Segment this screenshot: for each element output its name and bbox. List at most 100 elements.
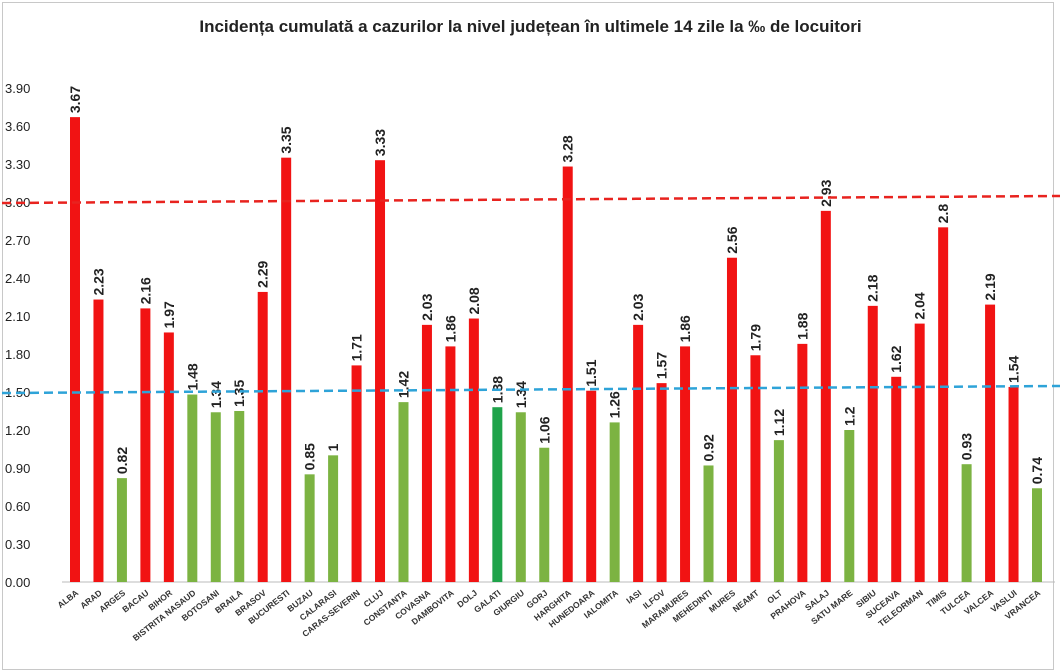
data-label: 2.04 <box>912 292 928 319</box>
data-label: 2.16 <box>137 277 153 304</box>
y-tick-label: 1.20 <box>5 423 30 438</box>
data-label: 1.35 <box>231 380 247 407</box>
reference-line-3 <box>1 194 1061 205</box>
data-label: 1.86 <box>442 315 458 342</box>
bar-bistrita-nasaud <box>187 394 198 582</box>
data-label: 1.2 <box>841 406 857 426</box>
data-label: 1.71 <box>349 334 365 361</box>
bar-timis <box>938 227 949 583</box>
bar-suceava <box>891 376 902 582</box>
data-label: 1.51 <box>583 359 599 386</box>
data-label: 3.67 <box>67 86 83 113</box>
data-label: 1 <box>325 443 341 451</box>
chart-title: Incidența cumulată a cazurilor la nivel … <box>199 17 862 36</box>
y-tick-label: 2.10 <box>5 309 30 324</box>
data-label: 3.28 <box>560 135 576 162</box>
x-tick-label: BACAU <box>120 588 150 615</box>
data-label: 1.97 <box>161 301 177 328</box>
data-label: 1.34 <box>208 381 224 408</box>
bar-neamt <box>750 355 761 582</box>
data-label: 2.08 <box>466 287 482 314</box>
bar-arges <box>116 478 127 582</box>
bar-calarasi <box>328 455 339 582</box>
data-label: 0.93 <box>959 433 975 460</box>
bar-brasov <box>257 291 268 582</box>
data-label: 3.33 <box>372 129 388 156</box>
data-label: 1.57 <box>654 352 670 379</box>
bar-iasi <box>633 324 644 582</box>
data-label: 1.79 <box>747 324 763 351</box>
data-label: 1.26 <box>607 391 623 418</box>
data-label: 0.85 <box>302 443 318 470</box>
reference-line-1.5 <box>1 384 1061 395</box>
bar-bacau <box>140 308 151 582</box>
y-tick-label: 0.00 <box>5 575 30 590</box>
data-label: 2.93 <box>818 179 834 206</box>
bar-caras-severin <box>351 365 362 582</box>
bar-ilfov <box>656 383 667 582</box>
bar-constanta <box>398 402 409 582</box>
bar-vrancea <box>1032 488 1042 582</box>
y-tick-label: 0.90 <box>5 461 30 476</box>
bar-harghita <box>562 166 573 583</box>
bar-teleorman <box>914 323 925 582</box>
bar-maramures <box>680 346 691 582</box>
bar-botosani <box>210 412 221 582</box>
bar-covasna <box>421 324 432 582</box>
data-label: 3.35 <box>278 126 294 153</box>
bar-mehedinti <box>703 465 714 582</box>
data-label: 1.62 <box>888 345 904 372</box>
bar-hunedoara <box>586 390 597 582</box>
bar-dambovita <box>445 346 456 582</box>
data-label: 2.03 <box>630 293 646 320</box>
bar-dolj <box>468 318 479 582</box>
y-tick-label: 0.60 <box>5 499 30 514</box>
bar-prahova <box>797 343 808 582</box>
y-tick-label: 3.60 <box>5 119 30 134</box>
data-label: 1.42 <box>395 371 411 398</box>
bar-gorj <box>539 447 550 582</box>
data-label: 2.56 <box>724 226 740 253</box>
bar-braila <box>234 411 245 582</box>
bar-ialomita <box>609 422 620 582</box>
bar-giurgiu <box>515 412 526 582</box>
bar-bucuresti <box>281 157 292 582</box>
data-label: 1.86 <box>677 315 693 342</box>
data-label: 2.18 <box>865 274 881 301</box>
x-tick-label: NEAMT <box>731 587 762 614</box>
data-label: 1.88 <box>794 312 810 339</box>
bar-satu-mare <box>844 430 855 582</box>
bar-bihor <box>163 332 174 582</box>
bar-salaj <box>820 210 831 582</box>
data-label: 1.12 <box>771 409 787 436</box>
bar-arad <box>93 299 104 582</box>
y-tick-label: 3.30 <box>5 157 30 172</box>
data-label: 2.19 <box>982 273 998 300</box>
bar-olt <box>773 440 784 582</box>
data-label: 2.8 <box>935 204 951 224</box>
bar-mures <box>726 257 737 582</box>
data-label: 1.34 <box>513 381 529 408</box>
bar-sibiu <box>867 305 878 582</box>
data-label: 0.74 <box>1029 457 1045 484</box>
data-label: 0.82 <box>114 447 130 474</box>
data-label: 1.54 <box>1006 355 1022 382</box>
y-tick-label: 3.90 <box>5 81 30 96</box>
data-label: 1.48 <box>184 363 200 390</box>
data-label: 2.03 <box>419 293 435 320</box>
bar-galati <box>492 407 503 582</box>
bar-valcea <box>985 304 996 582</box>
y-tick-label: 2.40 <box>5 271 30 286</box>
y-tick-label: 2.70 <box>5 233 30 248</box>
data-label: 2.23 <box>90 268 106 295</box>
y-tick-label: 1.80 <box>5 347 30 362</box>
bar-alba <box>70 117 80 582</box>
bar-tulcea <box>961 464 972 582</box>
bar-buzau <box>304 474 315 582</box>
data-label: 1.06 <box>536 416 552 443</box>
y-tick-label: 0.30 <box>5 537 30 552</box>
bar-vaslui <box>1008 386 1019 582</box>
data-label: 2.29 <box>255 260 271 287</box>
